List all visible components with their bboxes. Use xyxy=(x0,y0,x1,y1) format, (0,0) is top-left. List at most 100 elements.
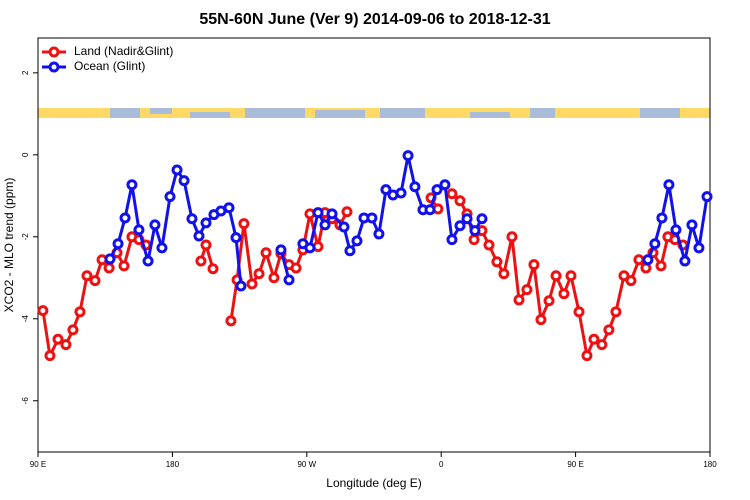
point xyxy=(178,175,190,187)
point xyxy=(565,270,577,282)
point xyxy=(246,278,258,290)
point xyxy=(253,268,265,280)
point xyxy=(119,212,131,224)
point xyxy=(506,231,518,243)
point xyxy=(67,324,79,336)
point xyxy=(603,324,615,336)
y-tick-label: -2 xyxy=(21,233,30,241)
point xyxy=(312,207,324,219)
point xyxy=(118,260,130,272)
point xyxy=(186,213,198,225)
x-axis-label: Longitude (deg E) xyxy=(326,476,421,490)
point xyxy=(104,253,116,265)
chart-title: 55N-60N June (Ver 9) 2014-09-06 to 2018-… xyxy=(199,11,550,28)
point xyxy=(74,306,86,318)
point xyxy=(633,254,645,266)
point xyxy=(528,259,540,271)
point xyxy=(649,238,661,250)
point xyxy=(461,213,473,225)
point xyxy=(596,339,608,351)
point xyxy=(498,268,510,280)
legend-marker xyxy=(48,46,60,58)
point xyxy=(550,270,562,282)
point xyxy=(513,294,525,306)
point xyxy=(469,225,481,237)
point xyxy=(446,188,458,200)
legend-label: Ocean (Glint) xyxy=(74,59,145,73)
point xyxy=(200,239,212,251)
point xyxy=(655,260,667,272)
point xyxy=(679,255,691,267)
x-tick-label: 90 E xyxy=(30,460,46,469)
point xyxy=(558,288,570,300)
point xyxy=(156,242,168,254)
point xyxy=(223,202,235,214)
point xyxy=(424,204,436,216)
x-tick-label: 90 W xyxy=(297,460,316,469)
point xyxy=(454,220,466,232)
point xyxy=(701,191,713,203)
point xyxy=(468,234,480,246)
y-tick-label: -4 xyxy=(21,315,30,323)
point xyxy=(625,275,637,287)
point xyxy=(439,179,451,191)
map-strip xyxy=(38,108,710,118)
point xyxy=(238,218,250,230)
point xyxy=(290,262,302,274)
point xyxy=(133,224,145,236)
point xyxy=(395,187,407,199)
point xyxy=(663,179,675,191)
point xyxy=(164,191,176,203)
point xyxy=(656,212,668,224)
point xyxy=(344,245,356,257)
point xyxy=(610,306,622,318)
point xyxy=(431,184,443,196)
point xyxy=(52,333,64,345)
x-tick-label: 180 xyxy=(166,460,180,469)
point xyxy=(341,206,353,218)
point xyxy=(230,232,242,244)
point xyxy=(573,306,585,318)
point xyxy=(380,184,392,196)
point xyxy=(521,284,533,296)
point xyxy=(103,262,115,274)
point xyxy=(235,280,247,292)
point xyxy=(81,270,93,282)
point xyxy=(89,275,101,287)
point xyxy=(670,224,682,236)
series-line xyxy=(108,155,709,287)
point xyxy=(171,164,183,176)
point xyxy=(693,242,705,254)
point xyxy=(373,228,385,240)
legend-marker xyxy=(48,61,60,73)
point xyxy=(535,314,547,326)
point xyxy=(446,234,458,246)
point xyxy=(195,255,207,267)
point xyxy=(588,333,600,345)
point xyxy=(275,244,287,256)
point xyxy=(142,255,154,267)
point xyxy=(483,239,495,251)
point xyxy=(642,254,654,266)
point xyxy=(402,150,414,162)
y-axis-label: XCO2 - MLO trend (ppm) xyxy=(2,178,16,313)
point xyxy=(193,230,205,242)
point xyxy=(476,213,488,225)
point xyxy=(37,305,49,317)
point xyxy=(581,350,593,362)
point xyxy=(260,247,272,259)
point xyxy=(409,181,421,193)
point xyxy=(225,315,237,327)
point xyxy=(304,242,316,254)
point xyxy=(326,208,338,220)
x-tick-label: 180 xyxy=(703,460,717,469)
point xyxy=(366,212,378,224)
y-tick-label: -6 xyxy=(21,397,30,405)
point xyxy=(268,272,280,284)
point xyxy=(112,238,124,250)
point xyxy=(149,219,161,231)
point xyxy=(319,219,331,231)
y-tick-label: 2 xyxy=(21,70,30,75)
point xyxy=(351,235,363,247)
